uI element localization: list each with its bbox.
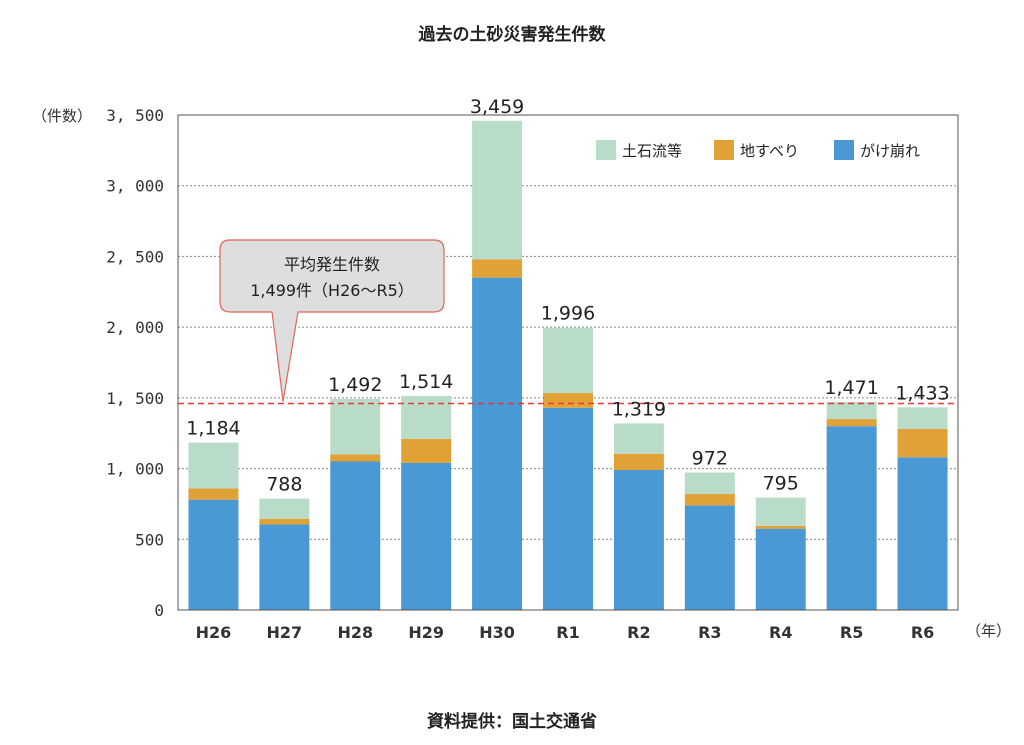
data-label: 795 (763, 473, 799, 495)
bar-segment (897, 428, 948, 458)
y-tick-label: 2, 500 (106, 247, 164, 266)
source-credit: 資料提供：国土交通省 (427, 712, 597, 732)
x-tick-label: R2 (627, 623, 650, 642)
bar-segment (330, 398, 381, 455)
data-label: 788 (266, 474, 302, 496)
bar-segment (897, 457, 948, 610)
x-axis-label: （年） (966, 622, 1011, 640)
data-label: 1,433 (895, 382, 949, 404)
bar-segment (330, 454, 381, 462)
y-tick-label: 1, 000 (106, 460, 164, 479)
bar-segment (755, 525, 806, 529)
chart-title: 過去の土砂災害発生件数 (418, 25, 606, 45)
labels: H26 1,184 H27 788 H28 1,492 H29 1,514 H30 3,459 R1… (186, 96, 949, 642)
bar-segment (613, 469, 664, 610)
data-label: 1,184 (186, 418, 240, 440)
bar-segment (401, 462, 452, 610)
legend-label: 地すべり (740, 142, 799, 160)
bar-segment (472, 259, 523, 278)
bar-segment (684, 505, 735, 610)
data-label: 1,471 (824, 377, 878, 399)
x-tick-label: H26 (196, 623, 232, 642)
bar-segment (755, 528, 806, 610)
legend-swatch (596, 140, 616, 160)
x-tick-label: H30 (479, 623, 515, 642)
data-label: 1,514 (399, 371, 453, 393)
bar-segment (613, 423, 664, 454)
plot-frame (177, 114, 959, 611)
bar-segment (188, 488, 239, 500)
data-label: 1,319 (612, 398, 666, 420)
x-tick-label: R3 (698, 623, 721, 642)
bar-segment (259, 524, 310, 610)
x-tick-label: R1 (556, 623, 579, 642)
bar-segment (543, 407, 593, 610)
y-tick-label: 2, 000 (106, 318, 164, 337)
data-label: 1,492 (328, 374, 382, 396)
bar-segment (755, 497, 806, 526)
data-label: 972 (692, 448, 728, 470)
legend-label: がけ崩れ (860, 142, 920, 160)
bar-segment (401, 438, 452, 463)
bar-segment (543, 327, 593, 393)
bar-segment (826, 426, 877, 610)
bar-segment (826, 419, 877, 427)
bar-segment (188, 442, 239, 489)
axes: 0 500 1, 000 1, 500 2, 000 2, 500 3, 000 3, 500… (32, 106, 1011, 640)
x-tick-label: R5 (840, 623, 863, 642)
x-tick-label: R4 (769, 623, 792, 642)
legend: 土石流等 地すべり がけ崩れ (596, 140, 920, 160)
legend-swatch (834, 140, 854, 160)
bar-segment (684, 472, 735, 495)
data-label: 3,459 (470, 96, 524, 118)
bar-segment (401, 395, 452, 439)
bars (188, 120, 948, 610)
x-tick-label: R6 (911, 623, 934, 642)
y-axis-label: （件数） (32, 107, 92, 125)
bar-segment (259, 518, 310, 525)
legend-swatch (714, 140, 734, 160)
bar-segment (826, 401, 877, 420)
bar-segment (613, 453, 664, 470)
y-tick-label: 1, 500 (106, 389, 164, 408)
bar-segment (472, 120, 523, 260)
bar-segment (188, 499, 239, 610)
data-label: 1,996 (541, 303, 595, 325)
bar-segment (259, 498, 310, 519)
bar-segment (543, 392, 593, 408)
legend-label: 土石流等 (622, 142, 682, 160)
x-tick-label: H28 (337, 623, 373, 642)
callout-title: 平均発生件数 (284, 255, 380, 274)
y-tick-label: 3, 500 (106, 106, 164, 125)
bar-segment (472, 277, 523, 610)
y-tick-label: 0 (154, 601, 164, 620)
bar-segment (330, 461, 381, 610)
x-tick-label: H29 (408, 623, 444, 642)
bar-segment (897, 407, 948, 429)
bar-segment (684, 494, 735, 506)
average-callout: 平均発生件数 1,499件（H26～R5） (219, 239, 445, 402)
callout-bubble (219, 239, 445, 402)
y-tick-label: 500 (135, 530, 164, 549)
callout-value: 1,499件（H26～R5） (250, 281, 414, 300)
x-tick-label: H27 (267, 623, 303, 642)
y-tick-label: 3, 000 (106, 177, 164, 196)
